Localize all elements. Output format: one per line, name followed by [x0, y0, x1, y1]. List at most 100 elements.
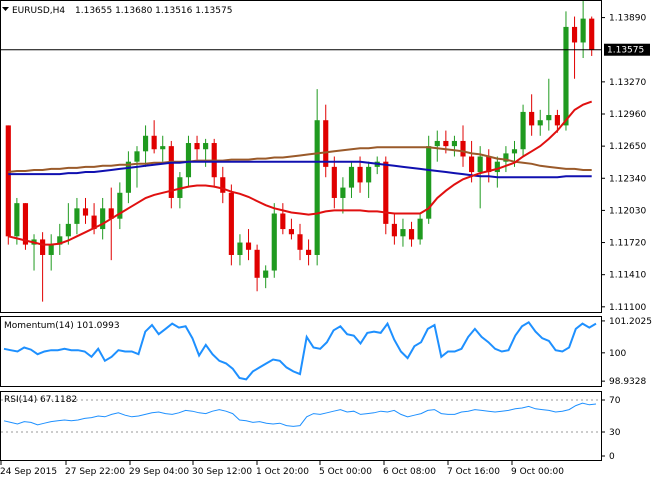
candle-body — [14, 203, 20, 237]
rsi-line — [3, 402, 597, 427]
momentum-title: Momentum(14) 101.0993 — [4, 321, 120, 331]
candle-body — [185, 143, 192, 178]
time-tick-label: 1 Oct 20:00 — [256, 467, 309, 477]
candle-body — [477, 156, 483, 173]
moving-average-mid — [8, 160, 592, 179]
candle-body — [434, 140, 440, 147]
price-tick-label: 1.11100 — [609, 303, 646, 313]
candle-body — [563, 26, 569, 126]
candle-body — [383, 161, 389, 224]
candle-body — [357, 166, 363, 183]
candle-body — [529, 111, 535, 126]
candle-body — [82, 208, 89, 216]
rsi-pane[interactable]: RSI(14) 67.1182 70 30 0 — [0, 391, 621, 463]
price-tick-label: 1.12960 — [609, 110, 646, 120]
momentum-pane-frame — [0, 316, 602, 387]
candle-body — [306, 249, 312, 255]
candle-body — [494, 161, 500, 173]
chart-ohlc: 1.13655 1.13680 1.13516 1.13575 — [75, 6, 232, 16]
candle-body — [460, 140, 466, 157]
candle-body — [57, 236, 63, 245]
candle-body — [546, 115, 552, 121]
candle-body — [520, 111, 526, 150]
candle-body — [142, 135, 149, 152]
candle-body — [22, 203, 29, 245]
momentum-tick-label: 100 — [609, 349, 626, 359]
candle-body — [168, 146, 174, 198]
candle-body — [469, 156, 475, 173]
price-pane[interactable]: 1.13890 1.13270 1.12960 1.12650 1.12340 1.120… — [0, 0, 646, 313]
candle-body — [451, 140, 458, 147]
candle-body — [537, 120, 543, 126]
candle-body — [571, 26, 578, 43]
candle-body — [271, 213, 277, 271]
current-price-tag: 1.13575 — [604, 43, 650, 56]
candle-body — [486, 156, 492, 173]
candle-body — [117, 192, 123, 219]
time-tick-label: 30 Sep 12:00 — [192, 467, 252, 477]
candle-body — [554, 115, 560, 126]
momentum-line — [3, 320, 597, 381]
momentum-tick-label: 101.2025 — [609, 317, 652, 327]
candle-body — [91, 215, 97, 230]
price-tick-label: 1.11720 — [609, 239, 646, 249]
candle-body — [443, 140, 449, 147]
time-tick-label: 24 Sep 2015 — [0, 467, 57, 477]
candle-body — [580, 18, 586, 43]
candle-body — [151, 135, 157, 150]
candle-body — [280, 213, 286, 230]
time-axis: 24 Sep 2015 27 Sep 22:00 29 Sep 04:00 30 Se… — [0, 461, 564, 477]
moving-average-slow — [8, 146, 592, 173]
rsi-pane-frame — [0, 391, 602, 461]
candle-body — [48, 244, 54, 255]
candle-body — [40, 239, 46, 255]
candle-body — [100, 208, 106, 230]
candle-body — [254, 249, 260, 278]
rsi-level-lines — [1, 399, 601, 433]
candle-body — [391, 223, 397, 237]
candle-body — [331, 166, 337, 198]
candle-body — [134, 151, 140, 162]
candle-body — [194, 143, 200, 150]
candle-body — [340, 187, 346, 198]
candle-body — [220, 177, 226, 193]
candle-body — [323, 120, 329, 167]
time-tick-label: 7 Oct 16:00 — [447, 467, 500, 477]
price-tick-label: 1.12030 — [609, 206, 646, 216]
candle-body — [228, 192, 234, 255]
candle-body — [417, 218, 423, 240]
price-tick-label: 1.13890 — [609, 14, 646, 24]
candle-body — [426, 146, 432, 219]
candle-body — [65, 223, 71, 237]
price-tick-label: 1.13270 — [609, 78, 646, 88]
moving-average-fast — [8, 100, 593, 246]
rsi-tick-label: 30 — [609, 428, 621, 438]
momentum-tick-label: 98.9328 — [609, 377, 646, 387]
candle-body — [314, 120, 320, 255]
chart-symbol: EURUSD,H4 — [12, 6, 65, 16]
candle-body — [297, 234, 303, 250]
rsi-axis: 70 30 0 — [601, 396, 621, 462]
candle-body — [366, 166, 372, 183]
price-tick-label: 1.12650 — [609, 142, 646, 152]
current-price-tag-background — [604, 43, 650, 56]
candle-body — [108, 208, 114, 219]
rsi-title: RSI(14) 67.1182 — [4, 395, 77, 405]
candle-body — [237, 242, 243, 255]
momentum-pane[interactable]: Momentum(14) 101.0993 101.2025 100 98.9328 — [0, 316, 652, 388]
time-tick-label: 9 Oct 00:00 — [511, 467, 564, 477]
time-tick-label: 27 Sep 22:00 — [65, 467, 125, 477]
candle-body — [125, 161, 131, 193]
price-axis: 1.13890 1.13270 1.12960 1.12650 1.12340 1.120… — [601, 14, 646, 313]
candle-body — [503, 153, 509, 162]
candle-body — [408, 229, 415, 240]
momentum-axis: 101.2025 100 98.9328 — [601, 317, 652, 387]
candle-body — [263, 270, 269, 278]
time-tick-label: 29 Sep 04:00 — [129, 467, 189, 477]
rsi-tick-label: 0 — [609, 452, 615, 462]
time-tick-label: 6 Oct 08:00 — [383, 467, 436, 477]
current-price-label: 1.13575 — [607, 46, 644, 56]
candle-body — [160, 146, 166, 150]
candle-body — [400, 229, 406, 237]
